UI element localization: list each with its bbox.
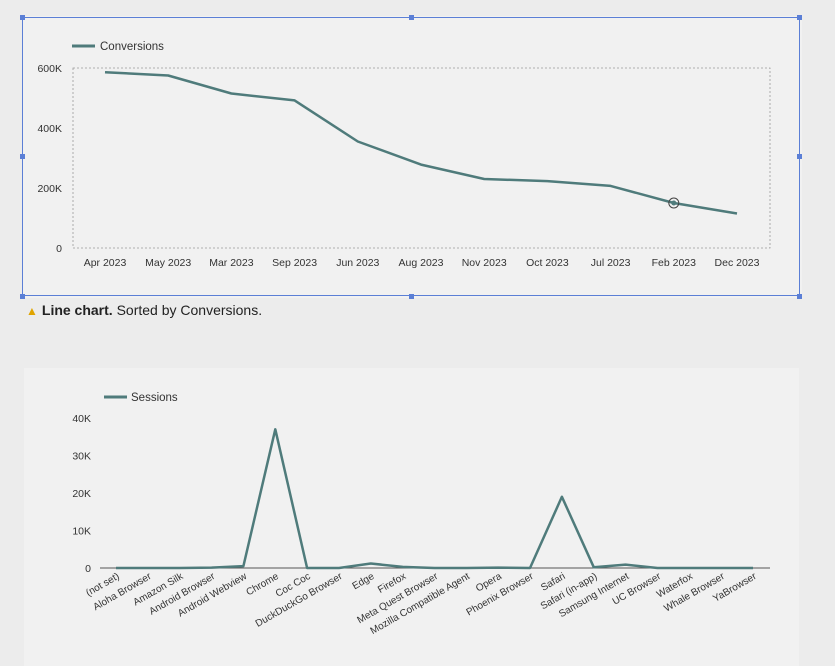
- x-tick-label: Jun 2023: [336, 257, 379, 269]
- x-tick-label: Feb 2023: [652, 257, 697, 269]
- plot-area-frame: [72, 67, 771, 249]
- hover-point: [671, 200, 677, 206]
- resize-handle-top-right[interactable]: [797, 15, 802, 20]
- conversions-chart-panel[interactable]: [22, 16, 802, 298]
- x-tick-label: Sep 2023: [272, 257, 317, 269]
- resize-handle-bottom-right[interactable]: [797, 294, 802, 299]
- x-tick-label: Nov 2023: [462, 257, 507, 269]
- resize-handle-left[interactable]: [20, 154, 25, 159]
- sessions-chart-panel[interactable]: [24, 368, 799, 666]
- chart-caption: ▲ Line chart. Sorted by Conversions.: [26, 302, 262, 318]
- warning-icon: ▲: [26, 304, 38, 318]
- hover-cursor-ring: [668, 197, 680, 209]
- resize-handle-right[interactable]: [797, 154, 802, 159]
- resize-handle-bottom[interactable]: [409, 294, 414, 299]
- x-tick-label: Aug 2023: [399, 257, 444, 269]
- x-tick-label: Edge: [351, 571, 377, 592]
- legend-label: Conversions: [100, 41, 164, 53]
- conversions-series-line: [104, 70, 738, 215]
- y-tick-label: 20K: [72, 488, 91, 500]
- y-tick-label: 200K: [37, 183, 62, 195]
- y-tick-label: 0: [85, 563, 91, 575]
- resize-handle-bottom-left[interactable]: [20, 294, 25, 299]
- resize-handle-top-left[interactable]: [20, 15, 25, 20]
- y-tick-label: 40K: [72, 413, 91, 425]
- x-tick-label: May 2023: [145, 257, 191, 269]
- y-tick-label: 400K: [37, 123, 62, 135]
- sessions-series-line: [116, 428, 753, 570]
- y-tick-label: 0: [56, 243, 62, 255]
- x-tick-label: Jul 2023: [591, 257, 631, 269]
- y-tick-label: 30K: [72, 451, 91, 463]
- caption-type: Line chart.: [41, 302, 113, 318]
- y-tick-label: 600K: [37, 63, 62, 75]
- x-tick-label: Dec 2023: [715, 257, 760, 269]
- x-tick-label: Oct 2023: [526, 257, 569, 269]
- resize-handle-top[interactable]: [409, 15, 414, 20]
- legend-label: Sessions: [131, 392, 178, 404]
- x-tick-label: Mar 2023: [209, 257, 254, 269]
- caption-sort: Sorted by Conversions.: [116, 302, 263, 318]
- x-tick-label: Apr 2023: [84, 257, 127, 269]
- y-tick-label: 10K: [72, 526, 91, 538]
